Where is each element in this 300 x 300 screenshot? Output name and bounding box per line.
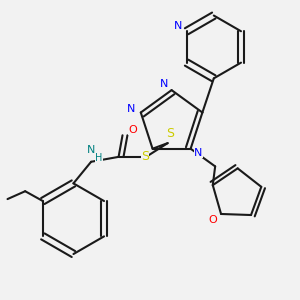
Text: H: H bbox=[95, 153, 103, 163]
Text: S: S bbox=[141, 150, 149, 163]
Text: O: O bbox=[209, 215, 218, 225]
Text: N: N bbox=[174, 21, 182, 31]
Text: N: N bbox=[194, 148, 203, 158]
Text: N: N bbox=[127, 103, 135, 114]
Text: O: O bbox=[128, 125, 137, 135]
Text: N: N bbox=[160, 79, 168, 89]
Text: N: N bbox=[87, 145, 95, 155]
Text: S: S bbox=[167, 127, 175, 140]
